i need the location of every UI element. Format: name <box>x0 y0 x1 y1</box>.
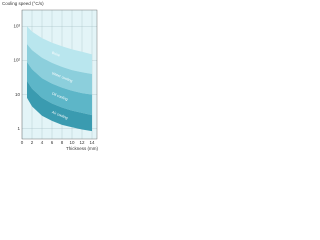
band <box>27 80 92 132</box>
x-axis-label: Thickness (mm) <box>66 146 99 151</box>
band <box>27 26 92 75</box>
band-label: Water cooling <box>51 71 73 83</box>
y-tick-label: 10³ <box>13 23 20 28</box>
x-tick-label: 10 <box>69 140 75 145</box>
x-tick-label: 8 <box>61 140 64 145</box>
chart-title: Cooling speed (°C/s) <box>2 1 44 6</box>
x-tick-label: 0 <box>21 140 24 145</box>
page: {"chart_data": { "type": "band", "title"… <box>0 0 100 153</box>
chart: Cooling speed (°C/s) Thickness (mm) 1 10 1… <box>2 1 99 151</box>
plot-frame <box>21 9 98 140</box>
band <box>27 62 92 116</box>
x-tick-label: 14 <box>89 140 95 145</box>
y-tick-label: 1 <box>17 126 20 131</box>
band-label: Air cooling <box>51 110 68 120</box>
band-label: Brine <box>51 51 60 58</box>
x-tick-label: 12 <box>79 140 85 145</box>
x-tick-label: 6 <box>51 140 54 145</box>
x-tick-label: 4 <box>41 140 44 145</box>
band-label: Oil cooling <box>51 92 68 102</box>
x-tick-label: 2 <box>31 140 34 145</box>
y-tick-label: 10 <box>15 92 21 97</box>
band <box>27 44 92 95</box>
y-tick-label: 10² <box>13 58 20 63</box>
